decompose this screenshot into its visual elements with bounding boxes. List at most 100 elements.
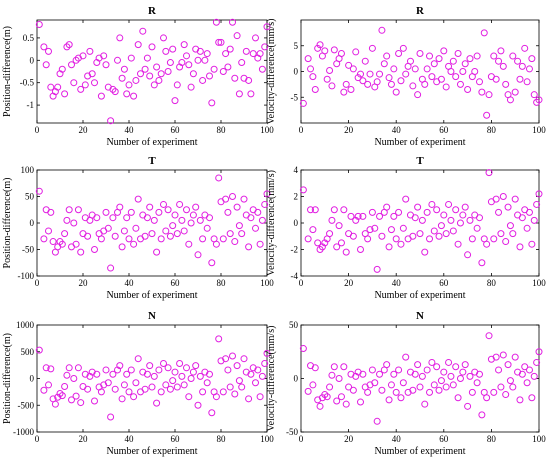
plot-frame: [300, 19, 540, 124]
data-point: [333, 397, 341, 405]
data-point: [471, 68, 479, 75]
plot-frame: [36, 169, 268, 277]
data-point: [418, 372, 426, 380]
data-point: [406, 57, 414, 65]
data-point: [189, 368, 197, 376]
data-point: [397, 394, 405, 402]
data-point: [378, 386, 386, 394]
data-point: [127, 54, 135, 62]
data-point: [245, 243, 253, 251]
data-point: [153, 399, 161, 407]
data-point: [411, 370, 419, 378]
data-point: [132, 76, 140, 84]
data-point: [502, 238, 510, 246]
data-point: [330, 46, 338, 54]
data-point: [414, 361, 422, 369]
y-axis-label: Velocity-difference(mm/s): [266, 19, 277, 125]
data-point: [528, 394, 536, 402]
data-point: [130, 240, 138, 248]
data-point: [68, 61, 75, 69]
data-point: [309, 73, 317, 81]
data-point: [459, 368, 467, 376]
data-point: [93, 370, 101, 378]
x-tick-label: 20: [344, 434, 354, 444]
data-point: [164, 206, 172, 214]
data-point: [222, 50, 230, 58]
data-point: [483, 394, 491, 402]
data-point: [238, 383, 246, 391]
data-point: [231, 390, 239, 398]
data-point: [502, 80, 510, 88]
data-point: [65, 206, 73, 214]
data-point: [196, 47, 204, 55]
data-point: [354, 212, 362, 220]
data-point: [525, 366, 533, 374]
chart-panel-2: R 0 20 40 60 80 100 -5 0 5 Number of experiment Vel…: [266, 5, 546, 148]
data-point: [189, 70, 197, 78]
data-point: [183, 364, 190, 372]
data-point: [169, 222, 177, 230]
data-point: [385, 243, 393, 251]
data-point: [480, 29, 488, 37]
data-point: [134, 195, 142, 203]
data-point: [335, 222, 343, 230]
data-point: [423, 366, 431, 374]
data-point: [330, 206, 338, 214]
data-point: [233, 362, 241, 370]
x-tick-label: 60: [171, 434, 181, 444]
data-point: [91, 79, 98, 87]
data-point: [395, 49, 403, 57]
data-point: [178, 372, 186, 380]
data-point: [397, 77, 405, 85]
data-point: [74, 364, 82, 372]
x-tick-label: 80: [217, 434, 227, 444]
data-point: [373, 78, 381, 86]
data-point: [256, 50, 264, 58]
data-point: [311, 86, 319, 94]
data-point: [77, 399, 85, 407]
data-point: [118, 74, 126, 82]
data-point: [185, 240, 193, 248]
data-point: [162, 381, 170, 389]
x-tick-label: 80: [487, 434, 497, 444]
data-point: [411, 214, 419, 222]
data-point: [88, 70, 96, 78]
data-point: [256, 240, 264, 248]
data-point: [120, 227, 128, 235]
data-point: [127, 366, 135, 374]
data-point: [247, 90, 255, 98]
data-point: [162, 47, 170, 55]
data-point: [376, 70, 384, 78]
data-point: [349, 65, 357, 73]
data-point: [47, 208, 55, 216]
y-tick-label: 0: [294, 218, 299, 228]
data-point: [222, 195, 230, 203]
chart-title: R: [416, 5, 425, 17]
data-point: [399, 379, 407, 387]
data-point: [134, 41, 142, 49]
x-axis-label: Number of experiment: [106, 137, 197, 148]
x-axis-label: Number of experiment: [106, 446, 197, 457]
data-point: [72, 56, 80, 64]
data-point: [428, 73, 436, 81]
data-point: [378, 232, 386, 240]
data-point: [521, 44, 529, 52]
data-point: [240, 195, 248, 203]
data-point: [473, 224, 481, 232]
data-point: [349, 232, 357, 240]
data-point: [357, 398, 364, 406]
data-point: [263, 190, 271, 198]
data-point: [58, 65, 66, 73]
data-point: [533, 200, 541, 208]
data-point: [54, 393, 62, 401]
data-point: [299, 99, 307, 107]
data-point: [206, 214, 213, 222]
data-point: [132, 224, 140, 232]
data-point: [70, 375, 78, 382]
data-point: [118, 395, 126, 403]
data-point: [347, 212, 355, 220]
data-point: [176, 360, 184, 368]
data-point: [523, 78, 531, 86]
data-point: [157, 70, 165, 78]
data-point: [421, 80, 429, 88]
